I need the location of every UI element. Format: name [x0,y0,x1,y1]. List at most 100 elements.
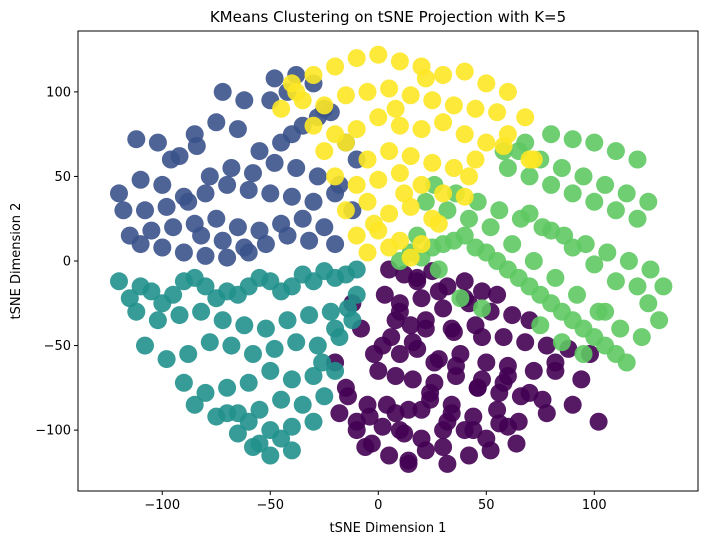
scatter-point [498,82,517,101]
scatter-point [386,367,405,385]
y-axis-label: tSNE Dimension 2 [9,203,24,320]
scatter-point [207,209,226,228]
scatter-point [336,86,355,105]
scatter-point [358,150,377,169]
scatter-point [315,218,334,237]
scatter-point [157,350,176,369]
scatter-point [429,282,448,301]
scatter-point [490,201,509,220]
scatter-point [336,201,355,220]
scatter-point [466,99,485,118]
scatter-point [315,96,334,115]
scatter-point [477,353,496,372]
scatter-point [196,184,215,203]
scatter-point [563,238,582,257]
scatter-point [628,209,647,228]
scatter-point [552,159,571,177]
scatter-point [488,103,507,122]
scatter-point [401,147,420,166]
scatter-point [520,204,539,223]
scatter-point [304,367,323,385]
scatter-point [438,201,457,220]
scatter-point [244,438,262,456]
scatter-point [412,235,431,254]
scatter-point [358,243,377,262]
scatter-point [365,214,383,233]
scatter-point [611,319,630,338]
scatter-point [617,184,636,203]
scatter-point [455,187,474,206]
scatter-point [395,184,414,203]
scatter-point [380,142,399,161]
scatter-point [552,333,571,352]
scatter-point [120,226,139,245]
x-tick-label: −50 [257,498,284,513]
scatter-point [218,404,237,423]
scatter-point [321,302,340,321]
scatter-point [235,238,254,257]
scatter-point [304,192,323,211]
scatter-point [451,289,470,308]
scatter-point [339,387,357,406]
scatter-point [185,395,204,414]
scatter-point [326,319,345,338]
scatter-point [148,133,167,152]
scatter-point [416,69,435,88]
scatter-point [403,333,422,352]
scatter-point [585,192,604,211]
scatter-point [278,226,297,245]
scatter-point [153,294,172,313]
scatter-point [546,268,565,287]
scatter-point [304,116,323,135]
scatter-point [228,424,247,443]
scatter-point [250,142,269,161]
scatter-point [153,175,172,194]
scatter-point [213,231,232,250]
scatter-point [488,400,507,419]
scatter-point [207,113,226,132]
scatter-point [192,226,211,245]
scatter-point [326,167,345,186]
scatter-point [416,311,435,330]
scatter-point [164,218,183,237]
scatter-point [192,302,211,321]
scatter-point [127,302,146,321]
scatter-point [347,120,366,139]
scatter-point [174,243,193,262]
scatter-point [131,277,150,296]
scatter-point [524,252,543,270]
scatter-point [375,285,394,304]
scatter-point [563,395,582,414]
scatter-point [442,395,461,414]
scatter-point [369,108,388,127]
scatter-point [503,306,522,325]
scatter-point [265,339,284,358]
scatter-point [444,96,463,115]
scatter-point [390,302,409,321]
scatter-point [256,235,275,254]
scatter-point [239,181,258,199]
scatter-point [228,120,247,139]
scatter-point [343,311,362,330]
scatter-point [365,345,383,363]
scatter-point [596,175,615,194]
scatter-point [516,133,535,152]
scatter-point [153,238,172,257]
y-axis-ticks: −100 −50 0 50 100 [35,85,78,439]
scatter-point [606,142,625,161]
scatter-point [261,361,280,380]
scatter-point [401,86,420,105]
scatter-point [315,387,334,406]
scatter-point [542,125,561,144]
scatter-point [250,221,269,240]
scatter-point [218,175,237,194]
scatter-point [537,336,556,355]
scatter-point [401,316,420,335]
scatter-point [170,306,189,325]
scatter-point [282,417,301,436]
scatter-point [142,221,161,240]
scatter-point [278,311,297,330]
scatter-point [574,167,593,186]
scatter-point [585,133,604,152]
scatter-point [179,192,198,211]
